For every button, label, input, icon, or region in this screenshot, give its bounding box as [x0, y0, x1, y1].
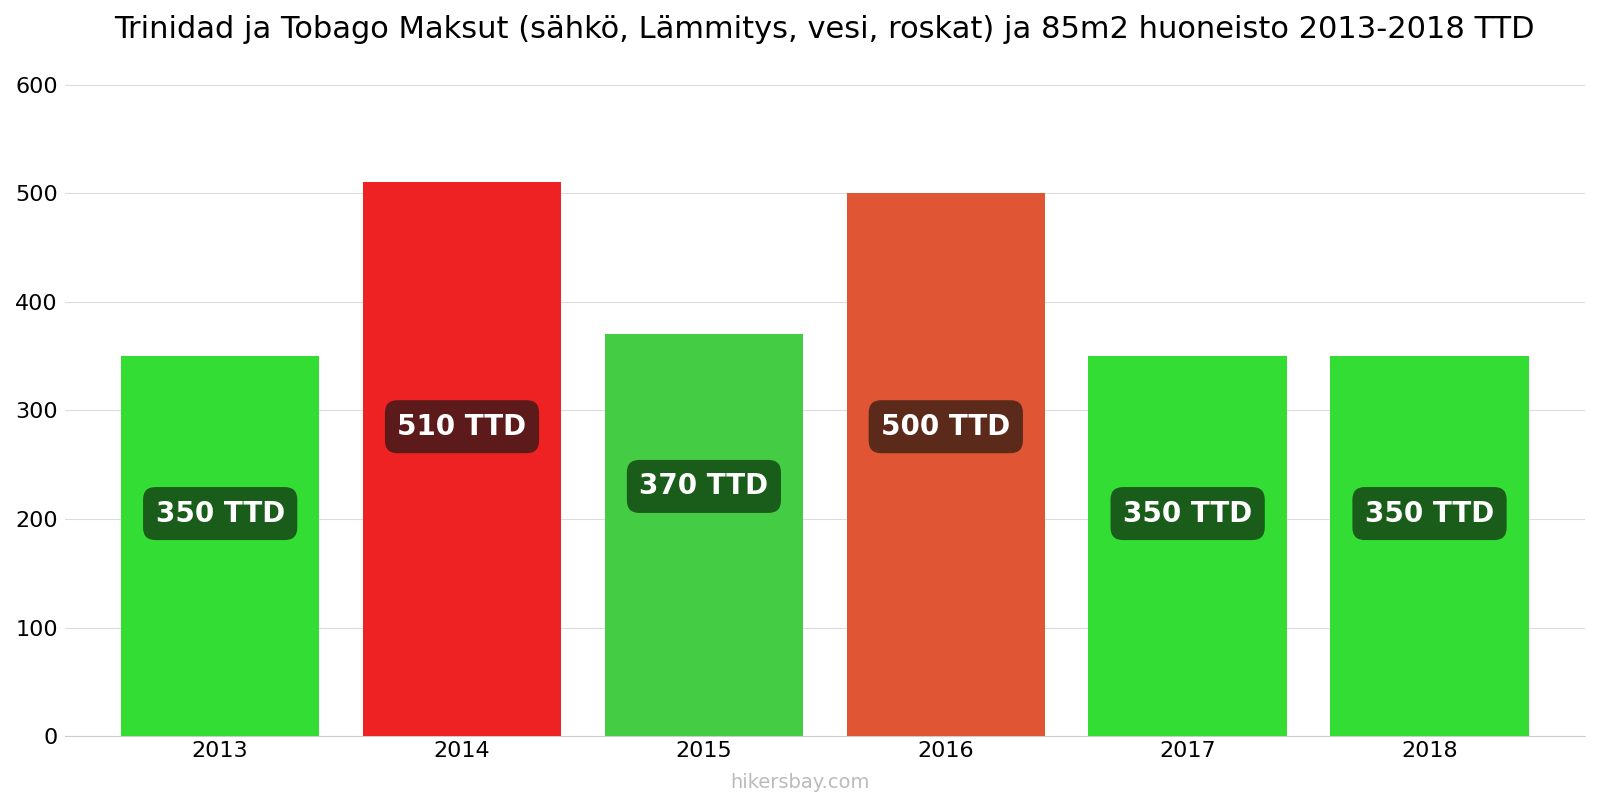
- Text: hikersbay.com: hikersbay.com: [730, 773, 870, 792]
- Bar: [1330, 356, 1528, 736]
- Text: 370 TTD: 370 TTD: [640, 473, 768, 501]
- Bar: [1088, 356, 1286, 736]
- Bar: [605, 334, 803, 736]
- Bar: [363, 182, 562, 736]
- Bar: [122, 356, 320, 736]
- Text: 350 TTD: 350 TTD: [1123, 499, 1253, 527]
- Text: 350 TTD: 350 TTD: [155, 499, 285, 527]
- Title: Trinidad ja Tobago Maksut (sähkö, Lämmitys, vesi, roskat) ja 85m2 huoneisto 2013: Trinidad ja Tobago Maksut (sähkö, Lämmit…: [115, 15, 1534, 44]
- Bar: [846, 194, 1045, 736]
- Text: 510 TTD: 510 TTD: [397, 413, 526, 441]
- Text: 350 TTD: 350 TTD: [1365, 499, 1494, 527]
- Text: 500 TTD: 500 TTD: [882, 413, 1011, 441]
